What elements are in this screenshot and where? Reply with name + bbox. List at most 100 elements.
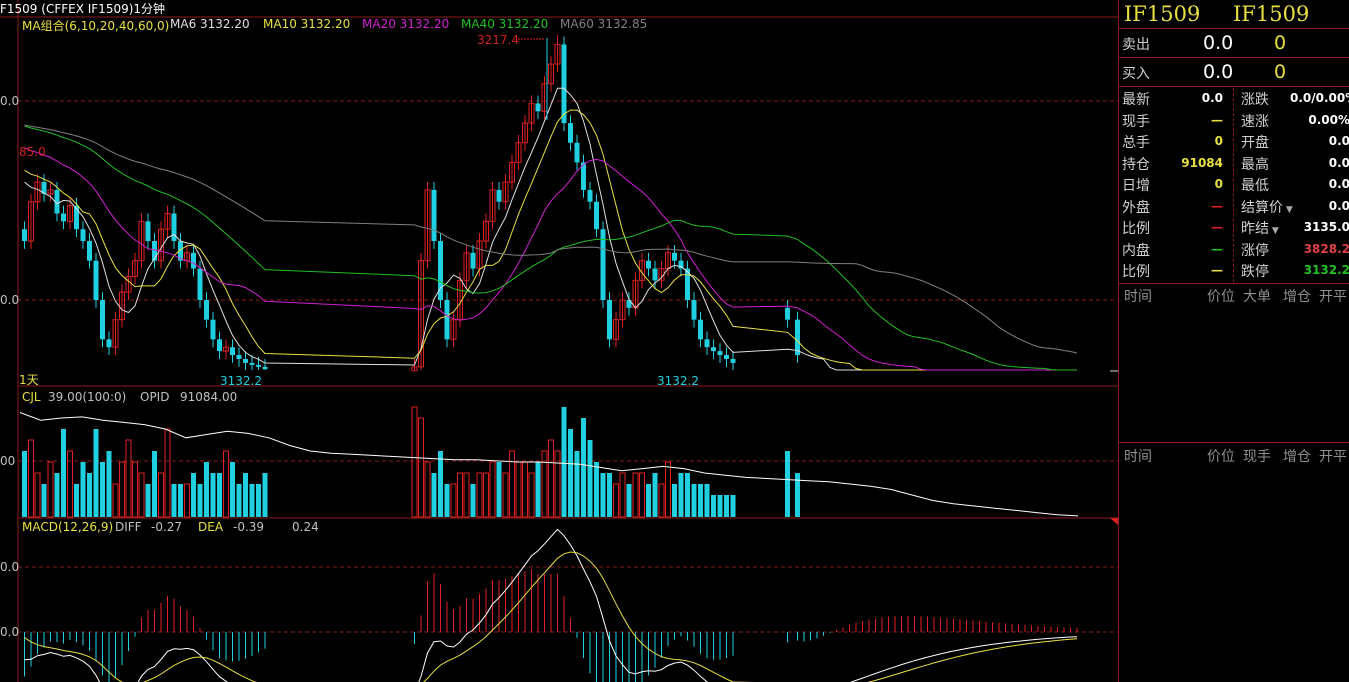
- candle: [236, 355, 242, 359]
- dea-value: -0.39: [233, 520, 265, 534]
- volume-bar: [515, 461, 522, 518]
- volume-bar: [470, 484, 476, 517]
- macd-label[interactable]: MACD(12,26,9): [22, 520, 114, 534]
- quote-label: 开盘: [1241, 132, 1269, 152]
- candle: [178, 241, 183, 261]
- candle: [581, 162, 586, 190]
- volume-bar: [28, 439, 34, 518]
- candle: [678, 260, 684, 269]
- candle: [152, 241, 157, 261]
- candle: [145, 221, 151, 242]
- dropdown-arrow-icon[interactable]: ▼: [1269, 226, 1279, 236]
- candle: [594, 201, 599, 230]
- quote-value: 3828.2: [1303, 241, 1349, 256]
- candle: [112, 319, 119, 348]
- candle: [574, 142, 580, 163]
- quote-value: —: [1211, 241, 1223, 256]
- candle: [535, 103, 541, 112]
- candle: [243, 358, 248, 363]
- quote-value: 0.0: [1328, 134, 1349, 148]
- volume-bar: [607, 473, 612, 517]
- candle: [528, 102, 535, 124]
- column-header[interactable]: 时间: [1124, 289, 1152, 305]
- dea-line: [24, 551, 1078, 682]
- volume-axis-label: 00: [0, 454, 16, 468]
- volume-bar: [613, 483, 619, 518]
- candle: [61, 213, 66, 222]
- column-header[interactable]: 开平: [1319, 449, 1347, 465]
- dea-label: DEA: [198, 520, 224, 534]
- volume-bar: [489, 461, 496, 518]
- candle: [210, 319, 216, 340]
- ma-group-label[interactable]: MA组合(6,10,20,40,60,0): [22, 19, 170, 33]
- column-header[interactable]: 时间: [1124, 449, 1152, 465]
- quote-label-text: 结算价: [1241, 199, 1283, 216]
- candle: [483, 220, 489, 242]
- candle: [561, 44, 567, 124]
- column-header[interactable]: 增仓: [1283, 289, 1311, 305]
- dropdown-arrow-icon[interactable]: ▼: [1283, 204, 1293, 215]
- opid-line: [19, 412, 1079, 517]
- candle: [230, 347, 235, 356]
- candle: [431, 189, 437, 242]
- volume-bar: [658, 483, 665, 518]
- kline-chart[interactable]: [0, 0, 1118, 682]
- volume-bar: [548, 439, 554, 518]
- column-header[interactable]: 价位: [1207, 449, 1235, 465]
- quote-label: 最新: [1122, 92, 1150, 108]
- candle: [652, 268, 658, 281]
- quote-label: 最低: [1241, 175, 1269, 195]
- quote-label: 速涨: [1241, 111, 1269, 131]
- quote-value: 0.0: [1201, 91, 1223, 105]
- volume-bar: [698, 484, 703, 517]
- candle: [197, 268, 203, 301]
- volume-bar: [210, 473, 216, 517]
- column-header[interactable]: 现手: [1243, 449, 1271, 465]
- volume-bar: [574, 451, 580, 517]
- volume-bar: [594, 462, 599, 517]
- opid-value: 91084.00: [180, 390, 238, 404]
- candle: [711, 347, 716, 352]
- low-price-label-2: 3132.2: [657, 374, 699, 388]
- volume-bar: [652, 473, 658, 517]
- quote-value: —: [1211, 263, 1223, 277]
- volume-bar: [646, 484, 651, 517]
- column-header[interactable]: 价位: [1207, 289, 1235, 305]
- candle: [795, 319, 800, 356]
- candle: [470, 252, 476, 269]
- price-axis-label: 0.0: [0, 94, 20, 108]
- volume-bar: [509, 450, 515, 518]
- quote-value: 91084: [1181, 155, 1223, 170]
- period-label[interactable]: 1天: [19, 373, 39, 387]
- quote-label-text: 跌停: [1241, 264, 1269, 280]
- candle: [476, 240, 483, 270]
- quote-label: 外盘: [1122, 199, 1150, 216]
- quote-value: —: [1211, 198, 1223, 213]
- volume-bar: [457, 472, 463, 518]
- volume-bar: [178, 484, 183, 517]
- volume-bar: [74, 484, 79, 517]
- opid-label: OPID: [140, 390, 170, 404]
- quote-label-text: 昨结: [1241, 221, 1269, 237]
- column-header[interactable]: 大单: [1243, 289, 1271, 305]
- column-header[interactable]: 开平: [1319, 289, 1347, 305]
- sell-price: 0.0: [1203, 32, 1234, 54]
- volume-bar: [678, 473, 684, 517]
- ma60-legend: MA60 3132.85: [560, 17, 648, 31]
- quote-value: 0.00%: [1308, 112, 1349, 127]
- quote-label[interactable]: 昨结 ▼: [1241, 218, 1279, 238]
- candle: [204, 300, 209, 320]
- volume-bar: [711, 495, 716, 517]
- volume-bar: [204, 462, 209, 517]
- candle: [87, 241, 92, 261]
- volume-bar: [256, 484, 261, 517]
- volume-bar: [191, 473, 196, 517]
- column-header[interactable]: 增仓: [1283, 449, 1311, 465]
- volume-bar: [554, 450, 561, 518]
- quote-label: 跌停: [1241, 261, 1269, 281]
- quote-label[interactable]: 结算价 ▼: [1241, 197, 1293, 217]
- volume-bar: [730, 495, 736, 517]
- candle: [67, 205, 73, 222]
- volume-bar: [93, 429, 99, 517]
- ma10-line: [24, 109, 1077, 371]
